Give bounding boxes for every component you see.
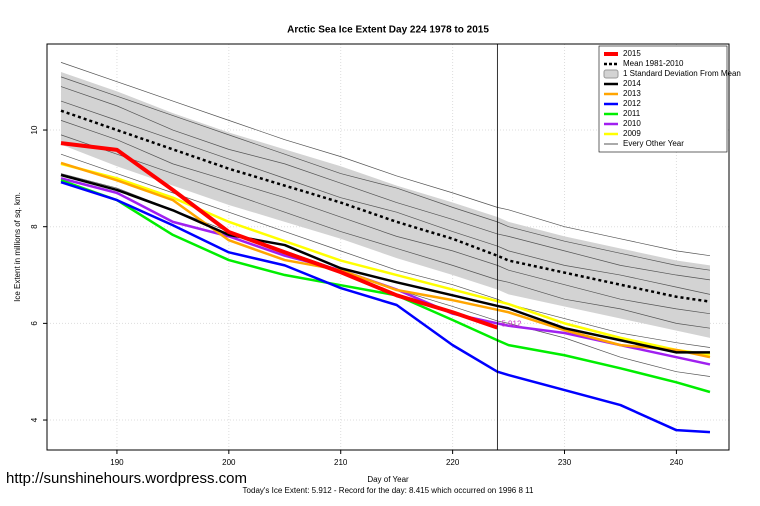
other-year-line — [60, 120, 711, 315]
y-axis-label: Ice Extent in millions of sq. km. — [13, 192, 22, 302]
x-tick-label: 190 — [110, 458, 124, 467]
mean-line — [60, 109, 711, 303]
watermark: http://sunshinehours.wordpress.com — [6, 470, 247, 487]
other-year-line — [60, 62, 711, 257]
legend-label: Mean 1981-2010 — [623, 59, 684, 68]
series-line — [60, 161, 711, 359]
x-axis-label: Day of Year — [367, 475, 409, 484]
legend-box — [598, 45, 728, 153]
x-tick-label: 230 — [558, 458, 572, 467]
other-year-line — [60, 76, 711, 271]
series-line — [60, 173, 710, 354]
legend-label: Every Other Year — [623, 139, 684, 148]
x-tick-label: 220 — [446, 458, 460, 467]
other-year-line — [60, 134, 711, 329]
legend-label: 2014 — [623, 79, 641, 88]
chart-title: Arctic Sea Ice Extent Day 224 1978 to 20… — [287, 25, 489, 36]
y-tick-label: 4 — [30, 417, 39, 422]
footer: Today's Ice Extent: 5.912 - Record for t… — [243, 486, 534, 495]
legend-label: 2013 — [623, 89, 641, 98]
legend-swatch — [603, 69, 619, 79]
y-tick-label: 6 — [30, 321, 39, 326]
y-tick-label: 8 — [30, 224, 39, 229]
legend-label: 2009 — [623, 129, 641, 138]
other-year-line — [60, 100, 711, 295]
annotation: 5.912 — [501, 320, 522, 329]
legend-label: 2010 — [623, 119, 641, 128]
x-tick-label: 240 — [670, 458, 684, 467]
legend-label: 2015 — [623, 49, 641, 58]
legend-label: 2012 — [623, 99, 641, 108]
legend-label: 2011 — [623, 109, 641, 118]
x-tick-label: 200 — [222, 458, 236, 467]
x-tick-label: 210 — [334, 458, 348, 467]
series-line — [60, 162, 711, 357]
series-line — [60, 141, 499, 330]
plot-frame — [46, 43, 730, 451]
other-year-line — [60, 86, 711, 281]
legend-label: 1 Standard Deviation From Mean — [623, 69, 741, 78]
y-tick-label: 10 — [30, 125, 39, 134]
series-line — [60, 179, 711, 394]
series-line — [60, 181, 711, 434]
std-band — [60, 72, 710, 338]
